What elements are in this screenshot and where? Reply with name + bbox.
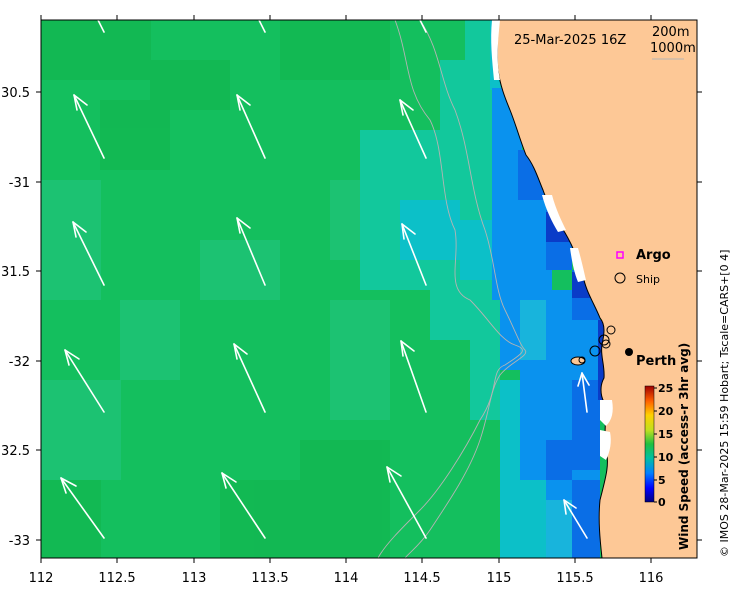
imos-credit: © IMOS 28-Mar-2025 15:59 Hobart; Tscale=… [718,250,731,557]
wind-arrow [400,340,427,413]
perth-label: Perth [636,354,676,369]
ship-markers [578,325,616,364]
ship-marker [589,345,601,357]
ship-legend-icon [614,272,626,284]
colorbar-gradient [644,385,655,503]
colorbar-title: Wind Speed (access-r 3hr avg) [677,343,691,550]
x-tick-label: 112.5 [98,571,135,586]
wind-arrow [401,223,427,286]
colorbar: 25 20 15 10 5 0 Wind Speed (access-r 3hr… [644,343,691,550]
wind-arrow [386,466,427,539]
y-tick-label: -33 [9,534,30,549]
x-tick-label: 114 [334,571,359,586]
plot-area [41,20,697,558]
ship-marker [578,356,586,364]
map-date-label: 25-Mar-2025 16Z [514,33,626,48]
ship-marker [606,325,616,335]
colorbar-tick-labels: 25 20 15 10 5 0 [658,382,674,509]
colorbar-ticks [654,387,657,503]
y-tick-label: -32 [9,355,30,370]
wind-arrow [236,94,266,159]
colorbar-tick-label: 15 [658,428,673,441]
x-tick-label: 112 [29,571,54,586]
wind-speed-cells-green [41,20,390,558]
wind-arrow [577,372,590,413]
wind-arrow [73,94,105,159]
y-tick-labels: 30.5 -31 31.5 -32 32.5 -33 [1,86,30,549]
ship-legend-label: Ship [636,273,660,286]
x-tick-label: 115.5 [556,571,593,586]
x-axis [40,15,652,563]
rottnest-island [570,356,586,366]
argo-legend-icon [616,251,624,259]
colorbar-tick-label: 10 [658,451,674,464]
y-tick-label: -31 [9,176,30,191]
colorbar-tick-label: 0 [658,496,666,509]
perth-marker: Perth [625,348,676,369]
wind-arrow [60,477,105,539]
wind-arrow [563,499,588,539]
wind-arrow [72,221,105,286]
x-tick-label: 113 [182,571,207,586]
depth-contour-lines [377,20,527,558]
wind-arrow [221,472,266,539]
wind-arrow [64,349,105,413]
y-tick-label: 32.5 [1,444,30,459]
wind-arrow [233,343,266,413]
contour-1000m [377,20,523,558]
wind-arrow [236,217,266,286]
ship-marker [601,339,611,349]
wind-speed-cells-cyan-blue [520,300,572,558]
y-tick-label: 31.5 [1,265,30,280]
x-tick-label: 116 [639,571,664,586]
x-tick-label: 115 [487,571,512,586]
perth-dot [625,348,633,356]
x-tick-labels: 112 112.5 113 113.5 114 114.5 115 115.5 … [29,571,664,586]
contour-200m [404,20,527,558]
marker-legend: Argo Ship [614,248,671,286]
wind-arrow [399,99,427,159]
contour-legend: 200m 1000m [650,25,696,60]
contour-legend-1000m: 1000m [650,41,696,56]
wind-arrow-partial [419,20,427,33]
wind-vectors [60,20,590,539]
ship-marker [598,334,610,346]
wind-arrow-partial [97,20,105,33]
y-axis [36,91,702,541]
wind-arrow-partial [258,20,266,33]
argo-legend-label: Argo [636,248,671,263]
colorbar-tick-label: 25 [658,382,673,395]
x-tick-label: 114.5 [403,571,440,586]
y-tick-label: 30.5 [1,86,30,101]
colorbar-tick-label: 20 [658,405,674,418]
coastal-no-data [491,20,613,460]
colorbar-tick-label: 5 [658,474,666,487]
plot-frame [40,19,698,559]
x-tick-label: 113.5 [251,571,288,586]
contour-legend-200m: 200m [652,25,689,40]
